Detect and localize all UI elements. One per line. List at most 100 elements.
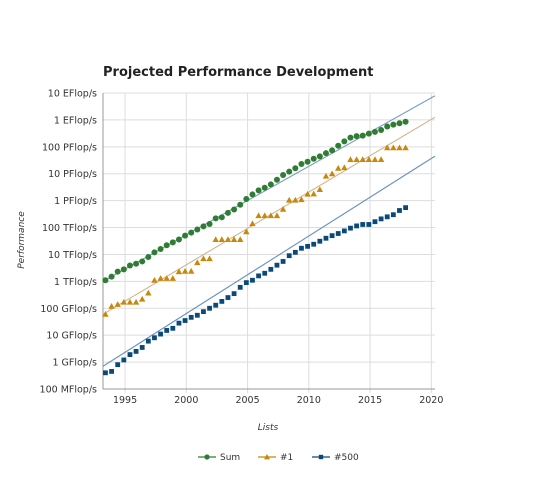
data-point-sum <box>212 215 219 222</box>
data-point-sum <box>163 242 170 249</box>
data-point-sum <box>280 171 287 178</box>
data-point-sum <box>341 138 348 145</box>
series-number-500 <box>103 205 408 376</box>
data-point-sum <box>378 127 385 134</box>
data-point-number-500 <box>201 309 206 315</box>
data-point-number-1 <box>328 170 336 177</box>
data-point-sum <box>396 120 403 127</box>
legend-label: #500 <box>334 453 359 463</box>
data-point-number-500 <box>341 228 347 234</box>
x-axis-label: Lists <box>258 423 279 433</box>
data-point-number-500 <box>237 284 243 290</box>
data-point-sum <box>384 123 391 130</box>
legend-label: #1 <box>280 453 293 463</box>
data-point-sum <box>139 258 146 265</box>
data-point-number-1 <box>169 275 177 281</box>
data-point-number-1 <box>188 267 195 274</box>
y-axis-label: Performance <box>17 211 27 269</box>
data-point-number-1 <box>181 267 189 274</box>
data-point-number-1 <box>108 302 115 309</box>
data-point-number-1 <box>322 172 330 179</box>
x-tick-label: 1995 <box>113 395 137 406</box>
data-point-sum <box>169 239 176 246</box>
data-point-sum <box>151 249 158 256</box>
data-point-sum <box>286 168 293 175</box>
y-tick-label: 10 PFlop/s <box>48 169 97 180</box>
data-point-number-500 <box>231 291 237 297</box>
data-point-sum <box>231 206 238 213</box>
x-axis-ticks: 1995 2000 2005 2010 2015 2020 <box>113 395 443 406</box>
data-point-number-500 <box>207 305 212 311</box>
data-point-number-500 <box>133 348 139 354</box>
data-point-number-1 <box>273 212 281 219</box>
data-point-number-1 <box>151 277 158 283</box>
data-point-number-1 <box>310 190 317 197</box>
y-tick-label: 10 TFlop/s <box>48 250 97 261</box>
data-point-number-1 <box>139 295 146 302</box>
legend-item-sum: Sum <box>198 453 240 463</box>
data-point-number-500 <box>243 280 249 285</box>
data-point-sum <box>298 160 305 167</box>
legend-marker-number-1 <box>264 454 270 460</box>
data-point-sum <box>304 158 311 165</box>
data-point-number-500 <box>250 277 255 283</box>
data-point-number-500 <box>152 335 157 341</box>
data-point-number-1 <box>286 196 293 203</box>
y-tick-label: 1 TFlop/s <box>54 277 97 288</box>
data-point-number-1 <box>249 220 256 227</box>
plot-area <box>103 93 435 389</box>
data-point-number-1 <box>377 156 385 162</box>
grid <box>102 92 435 393</box>
x-tick-label: 2020 <box>419 395 443 406</box>
data-point-number-1 <box>341 164 348 171</box>
data-point-number-1 <box>237 236 244 243</box>
data-point-number-1 <box>335 165 342 171</box>
y-tick-label: 100 PFlop/s <box>42 142 97 153</box>
data-point-number-500 <box>354 223 359 229</box>
data-point-sum <box>114 268 121 275</box>
data-point-sum <box>359 132 366 139</box>
data-point-number-1 <box>157 275 164 281</box>
data-point-number-500 <box>188 314 194 320</box>
data-point-number-500 <box>280 259 286 264</box>
data-point-number-500 <box>103 370 108 376</box>
data-point-number-500 <box>299 245 304 251</box>
data-point-number-500 <box>219 299 225 304</box>
data-point-number-500 <box>335 231 341 236</box>
data-point-number-1 <box>145 289 152 296</box>
data-point-number-1 <box>402 144 409 151</box>
data-point-number-1 <box>267 212 275 219</box>
y-tick-label: 100 TFlop/s <box>42 223 97 234</box>
data-point-sum <box>402 118 409 125</box>
legend-marker-number-500 <box>318 454 324 460</box>
data-point-number-500 <box>115 362 121 368</box>
data-point-sum <box>200 223 207 230</box>
y-tick-label: 1 GFlop/s <box>52 358 97 369</box>
data-point-sum <box>243 196 250 203</box>
data-point-sum <box>249 191 256 198</box>
data-point-number-1 <box>255 212 262 219</box>
y-tick-label: 10 EFlop/s <box>48 89 97 100</box>
data-point-number-1 <box>316 186 324 193</box>
data-point-number-1 <box>390 144 397 151</box>
data-point-number-1 <box>126 298 134 305</box>
data-point-number-500 <box>139 345 145 350</box>
data-point-sum <box>365 130 372 137</box>
data-point-sum <box>133 260 140 267</box>
data-point-number-1 <box>230 236 238 243</box>
y-tick-label: 10 GFlop/s <box>46 331 97 342</box>
data-point-number-500 <box>256 273 261 279</box>
data-point-number-500 <box>292 249 298 255</box>
data-point-sum <box>206 221 213 228</box>
data-point-number-500 <box>213 302 219 308</box>
data-point-number-1 <box>175 268 183 275</box>
trend-line-number-500 <box>102 155 436 367</box>
x-tick-label: 2005 <box>235 395 259 406</box>
data-points <box>102 118 409 376</box>
data-point-number-500 <box>182 318 188 323</box>
data-point-number-500 <box>164 328 170 333</box>
data-point-number-500 <box>127 352 133 357</box>
data-point-number-1 <box>261 212 268 219</box>
data-point-sum <box>267 181 274 188</box>
